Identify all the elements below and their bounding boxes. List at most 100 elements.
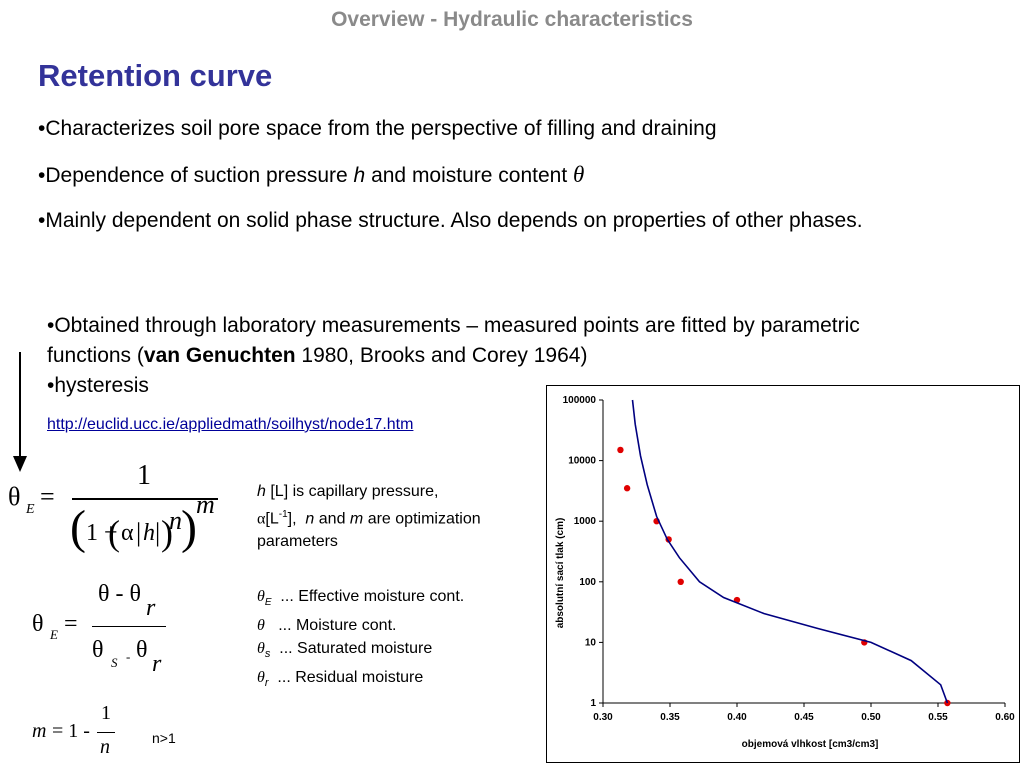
page-title: Retention curve — [38, 58, 273, 93]
param-line-1-text: [L] is capillary pressure, — [265, 483, 439, 500]
legend-item-moisture: θ ... Moisture cont. — [257, 614, 547, 637]
bullet-laboratory: •Obtained through laboratory measurement… — [47, 311, 947, 371]
eq2-den-sub: r — [152, 651, 162, 677]
equation-m-relation: m = 1 - 1 n n>1 — [0, 700, 200, 766]
eq2-den-theta: θ — [92, 637, 104, 663]
bullet-hysteresis: •hysteresis — [47, 374, 149, 397]
x-tick-label: 0.60 — [995, 712, 1015, 723]
var-theta: θ — [573, 162, 585, 187]
legend-text: ... Moisture cont. — [264, 617, 397, 635]
eq2-num-sub: r — [146, 595, 156, 621]
bullet-solid-phase: •Mainly dependent on solid phase structu… — [38, 209, 863, 232]
param-line-1: h [L] is capillary pressure, — [257, 480, 547, 503]
param-unit-exp: -1 — [278, 509, 288, 520]
eq2-fraction-bar — [92, 626, 166, 627]
eq3-denominator: n — [100, 736, 110, 758]
bullet-laboratory-post: 1980, Brooks and Corey 1964) — [295, 344, 588, 367]
eq1-paren-inner-close: ) — [161, 513, 173, 553]
legend-sub: r — [264, 677, 269, 690]
x-tick-label: 0.30 — [593, 712, 613, 723]
y-tick-label: 10 — [585, 637, 597, 648]
bullet-laboratory-pre: •Obtained through laboratory measurement… — [47, 314, 860, 367]
eq1-numerator: 1 — [137, 460, 151, 491]
y-tick-label: 10000 — [568, 456, 596, 467]
y-tick-label: 100000 — [563, 395, 597, 406]
retention-chart: absolutní sací tlak (cm) objemová vlhkos… — [546, 385, 1020, 763]
x-tick-label: 0.50 — [861, 712, 881, 723]
param-unit: [L — [265, 510, 279, 528]
x-tick-label: 0.55 — [928, 712, 948, 723]
eq3-numerator: 1 — [101, 702, 111, 724]
van-genuchten: van Genuchten — [143, 344, 296, 367]
legend-text: ... Saturated moisture — [270, 640, 433, 658]
param-h: h — [257, 483, 266, 500]
x-tick-label: 0.40 — [727, 712, 747, 723]
legend-sym: θ — [257, 617, 265, 635]
reference-link[interactable]: http://euclid.ucc.ie/appliedmath/soilhys… — [47, 416, 414, 433]
eq1-paren-inner-open: ( — [108, 513, 120, 553]
eq1-h: h — [143, 520, 155, 546]
fitted-curve — [631, 399, 949, 704]
eq1-fraction-bar — [72, 498, 218, 500]
eq2-equals: = — [64, 611, 78, 637]
eq3-fraction-bar — [97, 732, 115, 733]
eq3-m: m — [32, 720, 47, 742]
param-m: m — [349, 510, 364, 528]
equation-effective-moisture: θ E = θ - θ r θ S - θ r — [0, 575, 200, 677]
legend-item-effective: θE ... Effective moisture cont. — [257, 585, 547, 614]
bullet-pore-space: •Characterizes soil pore space from the … — [38, 117, 717, 140]
bullet-dependence-text: •Dependence of suction pressure — [38, 164, 354, 187]
eq1-abs-close: | — [155, 518, 161, 547]
legend-sym: θ — [257, 640, 265, 658]
legend-sym: θ — [257, 669, 265, 687]
legend-text: ... Residual moisture — [268, 669, 424, 687]
legend-item-saturated: θs ... Saturated moisture — [257, 637, 547, 666]
legend-text: ... Effective moisture cont. — [271, 588, 465, 605]
x-axis-label: objemová vlhkost [cm3/cm3] — [742, 739, 879, 750]
symbol-legend: θE ... Effective moisture cont. θ ... Mo… — [257, 585, 547, 696]
eq2-theta: θ — [32, 611, 44, 637]
eq2-den-s: S — [111, 655, 118, 670]
y-tick-label: 100 — [579, 577, 596, 588]
parameter-description: h [L] is capillary pressure, α[L-1], n a… — [257, 480, 547, 553]
param-tail: are optimization — [363, 510, 481, 528]
eq1-paren-open: ( — [70, 501, 86, 554]
param-alpha: α — [257, 510, 266, 528]
param-line-3: parameters — [257, 533, 338, 551]
eq1-one-plus: 1 + — [86, 520, 118, 546]
eq1-sub: E — [26, 502, 35, 517]
equation-van-genuchten: θ E = 1 ( 1 + ( α | h | ) n ) m — [0, 460, 240, 560]
y-tick-label: 1 — [590, 698, 596, 709]
eq3-condition: n>1 — [152, 730, 176, 746]
eq1-equals: = — [40, 482, 55, 511]
eq2-numerator: θ - θ — [98, 581, 141, 607]
eq1-abs-open: | — [136, 518, 142, 547]
bullet-dependence: •Dependence of suction pressure h and mo… — [38, 160, 998, 191]
down-arrow-icon — [13, 352, 27, 472]
eq3-equals: = 1 - — [52, 720, 90, 742]
eq2-sub: E — [50, 627, 58, 642]
legend-sub: s — [264, 648, 271, 661]
bullet-dependence-text-2: and moisture content — [365, 164, 574, 187]
eq1-paren-close: ) — [181, 501, 197, 554]
param-and: and — [314, 510, 350, 528]
param-unit-close: ], — [287, 510, 297, 528]
y-axis-label: absolutní sací tlak (cm) — [555, 518, 566, 629]
var-h: h — [353, 164, 366, 187]
eq2-den-minus: - — [126, 649, 131, 664]
eq1-theta: θ — [8, 482, 21, 511]
slide-header: Overview - Hydraulic characteristics — [331, 8, 693, 31]
param-n: n — [305, 510, 315, 528]
measured-point — [617, 446, 624, 454]
eq2-den-theta2: θ — [136, 637, 148, 663]
measured-point — [677, 578, 684, 585]
x-tick-label: 0.45 — [794, 712, 814, 723]
retention-chart-svg: absolutní sací tlak (cm) objemová vlhkos… — [555, 395, 1015, 750]
measured-point — [623, 485, 631, 492]
legend-sym: θ — [257, 588, 265, 605]
y-tick-label: 1000 — [574, 516, 597, 527]
eq1-alpha: α — [121, 520, 134, 546]
param-line-2: α[L-1], n and m are optimization — [257, 503, 547, 530]
legend-sub: E — [264, 597, 272, 609]
legend-item-residual: θr ... Residual moisture — [257, 666, 547, 695]
